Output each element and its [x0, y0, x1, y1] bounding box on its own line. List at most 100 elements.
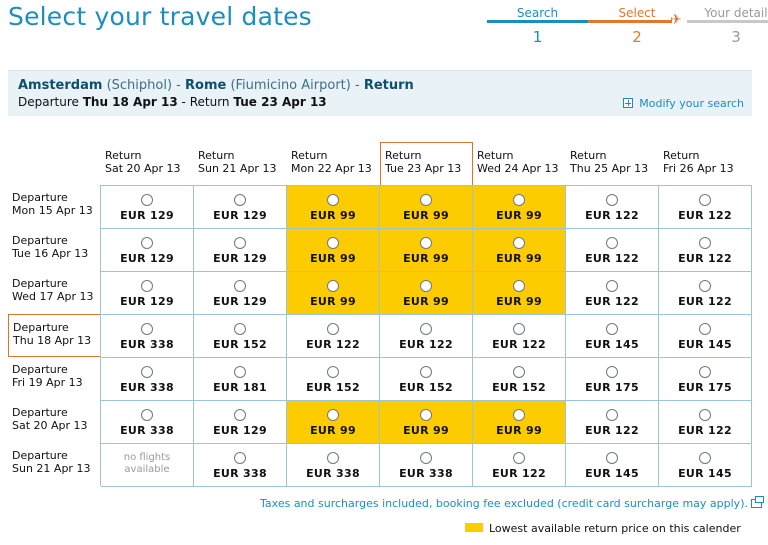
- fare-cell[interactable]: EUR 122: [659, 229, 752, 272]
- fare-cell[interactable]: EUR 129: [194, 186, 287, 229]
- fare-cell[interactable]: EUR 122: [566, 272, 659, 315]
- fare-cell[interactable]: EUR 129: [101, 229, 194, 272]
- fare-radio-button[interactable]: [606, 409, 618, 421]
- fare-cell[interactable]: EUR 99: [287, 186, 380, 229]
- fare-cell[interactable]: EUR 122: [659, 401, 752, 444]
- fare-radio-button[interactable]: [327, 194, 339, 206]
- fare-cell[interactable]: EUR 338: [101, 315, 194, 358]
- fare-cell[interactable]: EUR 338: [380, 444, 473, 487]
- fare-radio-button[interactable]: [513, 237, 525, 249]
- fare-radio-button[interactable]: [606, 280, 618, 292]
- fare-radio-button[interactable]: [327, 366, 339, 378]
- fare-radio-button[interactable]: [327, 323, 339, 335]
- fare-radio-button[interactable]: [420, 194, 432, 206]
- legend-label: Lowest available return price on this ca…: [489, 522, 741, 535]
- fare-radio-button[interactable]: [234, 409, 246, 421]
- fare-cell[interactable]: EUR 145: [566, 315, 659, 358]
- fare-cell[interactable]: EUR 99: [287, 229, 380, 272]
- fare-radio-button[interactable]: [327, 452, 339, 464]
- fare-radio-button[interactable]: [420, 323, 432, 335]
- fare-cell[interactable]: EUR 129: [194, 272, 287, 315]
- fare-radio-button[interactable]: [699, 237, 711, 249]
- fare-cell[interactable]: EUR 122: [659, 272, 752, 315]
- fare-radio-button[interactable]: [234, 237, 246, 249]
- fare-radio-button[interactable]: [699, 409, 711, 421]
- fare-cell[interactable]: EUR 122: [659, 186, 752, 229]
- fare-radio-button[interactable]: [420, 452, 432, 464]
- fare-radio-button[interactable]: [141, 366, 153, 378]
- fare-radio-button[interactable]: [420, 409, 432, 421]
- fare-cell[interactable]: EUR 99: [473, 401, 566, 444]
- fare-cell[interactable]: EUR 122: [287, 315, 380, 358]
- fare-radio-button[interactable]: [327, 280, 339, 292]
- fare-radio-button[interactable]: [141, 237, 153, 249]
- fare-cell[interactable]: EUR 175: [659, 358, 752, 401]
- fare-radio-button[interactable]: [606, 452, 618, 464]
- fare-radio-button[interactable]: [327, 409, 339, 421]
- fare-cell[interactable]: EUR 152: [287, 358, 380, 401]
- fare-radio-button[interactable]: [234, 366, 246, 378]
- fare-cell[interactable]: EUR 122: [380, 315, 473, 358]
- fare-cell[interactable]: EUR 122: [473, 444, 566, 487]
- fare-cell[interactable]: EUR 145: [566, 444, 659, 487]
- fare-radio-button[interactable]: [606, 194, 618, 206]
- fare-radio-button[interactable]: [327, 237, 339, 249]
- fare-radio-button[interactable]: [513, 280, 525, 292]
- fare-cell[interactable]: EUR 129: [101, 186, 194, 229]
- fare-cell[interactable]: EUR 99: [287, 272, 380, 315]
- fare-cell[interactable]: EUR 175: [566, 358, 659, 401]
- fare-cell[interactable]: EUR 338: [101, 358, 194, 401]
- fare-radio-button[interactable]: [513, 452, 525, 464]
- fare-radio-button[interactable]: [699, 452, 711, 464]
- fare-radio-button[interactable]: [141, 323, 153, 335]
- fare-cell[interactable]: EUR 122: [566, 401, 659, 444]
- fare-cell[interactable]: EUR 152: [473, 358, 566, 401]
- fare-cell[interactable]: EUR 152: [380, 358, 473, 401]
- fare-radio-button[interactable]: [513, 366, 525, 378]
- fare-radio-button[interactable]: [699, 323, 711, 335]
- fare-cell[interactable]: EUR 338: [194, 444, 287, 487]
- fare-cell[interactable]: EUR 129: [194, 401, 287, 444]
- fare-radio-button[interactable]: [606, 237, 618, 249]
- modify-search-link[interactable]: Modify your search: [623, 97, 744, 110]
- fare-cell[interactable]: EUR 99: [380, 272, 473, 315]
- fare-cell[interactable]: EUR 145: [659, 315, 752, 358]
- fare-radio-button[interactable]: [420, 280, 432, 292]
- fare-radio-button[interactable]: [141, 280, 153, 292]
- fare-radio-button[interactable]: [234, 323, 246, 335]
- fare-cell[interactable]: EUR 129: [101, 272, 194, 315]
- fare-cell[interactable]: EUR 122: [473, 315, 566, 358]
- fare-radio-button[interactable]: [513, 323, 525, 335]
- fare-radio-button[interactable]: [699, 280, 711, 292]
- fare-cell[interactable]: EUR 129: [194, 229, 287, 272]
- fare-radio-button[interactable]: [699, 194, 711, 206]
- fare-radio-button[interactable]: [234, 194, 246, 206]
- fare-radio-button[interactable]: [141, 194, 153, 206]
- fare-cell[interactable]: EUR 338: [101, 401, 194, 444]
- fare-cell[interactable]: EUR 181: [194, 358, 287, 401]
- fare-cell[interactable]: EUR 99: [287, 401, 380, 444]
- fare-radio-button[interactable]: [141, 409, 153, 421]
- fare-cell[interactable]: EUR 122: [566, 186, 659, 229]
- fare-cell[interactable]: EUR 338: [287, 444, 380, 487]
- fare-radio-button[interactable]: [513, 194, 525, 206]
- fare-radio-button[interactable]: [234, 280, 246, 292]
- fare-cell[interactable]: EUR 152: [194, 315, 287, 358]
- step-search[interactable]: Search 1: [487, 6, 588, 46]
- fare-cell[interactable]: EUR 99: [473, 272, 566, 315]
- fare-cell[interactable]: EUR 145: [659, 444, 752, 487]
- fare-cell[interactable]: EUR 99: [473, 186, 566, 229]
- fare-cell[interactable]: EUR 122: [566, 229, 659, 272]
- fare-radio-button[interactable]: [606, 323, 618, 335]
- fare-cell[interactable]: EUR 99: [380, 401, 473, 444]
- fare-radio-button[interactable]: [420, 237, 432, 249]
- fare-radio-button[interactable]: [234, 452, 246, 464]
- fare-radio-button[interactable]: [699, 366, 711, 378]
- fare-radio-button[interactable]: [513, 409, 525, 421]
- fare-cell[interactable]: EUR 99: [380, 229, 473, 272]
- fare-radio-button[interactable]: [420, 366, 432, 378]
- fare-cell[interactable]: EUR 99: [380, 186, 473, 229]
- fare-cell[interactable]: EUR 99: [473, 229, 566, 272]
- popup-window-icon[interactable]: [751, 496, 764, 508]
- fare-radio-button[interactable]: [606, 366, 618, 378]
